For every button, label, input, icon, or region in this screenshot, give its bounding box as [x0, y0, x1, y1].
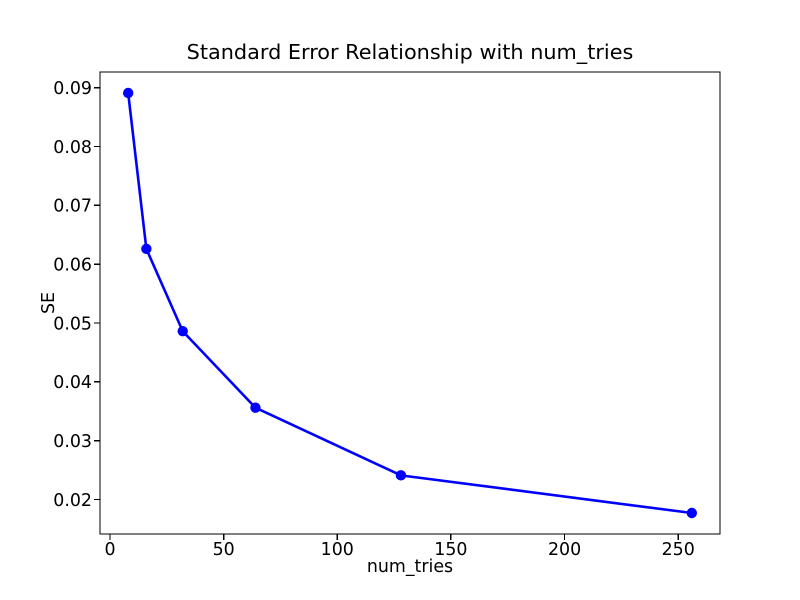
se-line: [126, 91, 694, 515]
y-tick-label: 0.02: [53, 491, 92, 511]
data-point: [395, 470, 407, 481]
x-tick-label: 100: [321, 540, 354, 560]
y-tick-label: 0.04: [53, 373, 92, 393]
data-point: [122, 87, 134, 99]
y-axis-ticks: 0.02 0.03 0.04 0.05 0.06 0.07 0.08 0.09: [53, 79, 100, 511]
chart-title: Standard Error Relationship with num_tri…: [187, 40, 634, 64]
x-tick-label: 150: [434, 540, 467, 560]
y-tick-label: 0.05: [53, 314, 92, 334]
data-point: [177, 326, 188, 337]
x-tick-label: 50: [213, 540, 235, 560]
y-tick-label: 0.08: [53, 138, 92, 158]
x-tick-label: 0: [104, 540, 115, 560]
data-point: [141, 243, 152, 255]
plot-area: [100, 72, 720, 534]
data-point: [686, 507, 698, 519]
y-tick-label: 0.06: [53, 255, 92, 275]
x-axis-label: num_tries: [367, 557, 453, 577]
data-series: [122, 87, 698, 519]
x-tick-label: 250: [662, 540, 695, 560]
axes-frame: [99, 71, 721, 535]
y-tick-label: 0.03: [53, 432, 92, 452]
y-axis-label: SE: [39, 292, 59, 314]
data-point: [250, 402, 261, 413]
y-tick-label: 0.07: [53, 197, 92, 217]
y-tick-label: 0.09: [53, 79, 92, 99]
x-tick-label: 200: [548, 540, 581, 560]
x-axis-ticks: 0 50 100 150 200 250: [104, 534, 695, 560]
